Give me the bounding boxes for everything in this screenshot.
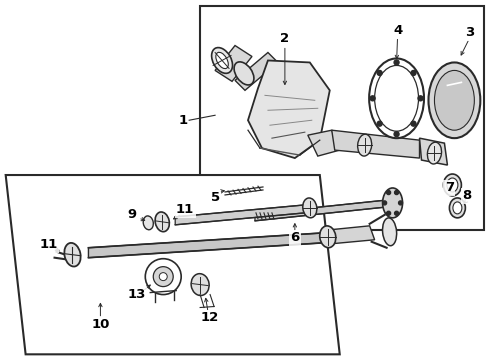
Ellipse shape — [212, 48, 233, 73]
Ellipse shape — [435, 71, 474, 130]
Ellipse shape — [64, 243, 81, 266]
Text: 13: 13 — [127, 288, 146, 301]
Circle shape — [145, 259, 181, 294]
Polygon shape — [6, 175, 340, 354]
Polygon shape — [419, 138, 447, 165]
Text: 4: 4 — [393, 24, 402, 37]
Circle shape — [370, 96, 375, 101]
Circle shape — [394, 132, 399, 137]
Ellipse shape — [216, 52, 228, 69]
Ellipse shape — [383, 188, 403, 218]
Text: 12: 12 — [201, 311, 219, 324]
Circle shape — [394, 211, 398, 215]
Ellipse shape — [155, 212, 170, 232]
Ellipse shape — [453, 202, 462, 214]
Text: 11: 11 — [39, 238, 58, 251]
Text: 3: 3 — [465, 26, 474, 39]
Ellipse shape — [375, 66, 418, 131]
Polygon shape — [330, 226, 375, 244]
Text: 8: 8 — [463, 189, 472, 202]
Text: 5: 5 — [211, 192, 220, 204]
Circle shape — [377, 71, 382, 76]
Text: 11: 11 — [176, 203, 195, 216]
Ellipse shape — [234, 62, 254, 85]
Text: 6: 6 — [290, 231, 299, 244]
Circle shape — [387, 211, 391, 215]
Text: 1: 1 — [179, 114, 188, 127]
Ellipse shape — [449, 198, 466, 218]
Ellipse shape — [319, 226, 336, 248]
Circle shape — [411, 121, 416, 126]
Polygon shape — [215, 45, 252, 81]
Circle shape — [153, 267, 173, 287]
Ellipse shape — [428, 62, 480, 138]
Polygon shape — [332, 130, 419, 158]
Text: 7: 7 — [445, 181, 454, 194]
Circle shape — [383, 201, 387, 205]
Circle shape — [394, 190, 398, 194]
Circle shape — [159, 273, 167, 280]
Polygon shape — [235, 53, 278, 90]
Text: 10: 10 — [91, 318, 110, 331]
Polygon shape — [175, 205, 305, 225]
Ellipse shape — [447, 178, 458, 192]
Text: 9: 9 — [128, 208, 137, 221]
Ellipse shape — [427, 142, 441, 164]
Circle shape — [411, 71, 416, 76]
Ellipse shape — [143, 216, 153, 230]
Circle shape — [394, 60, 399, 65]
Ellipse shape — [191, 274, 209, 296]
Polygon shape — [89, 233, 325, 258]
Text: 2: 2 — [280, 32, 290, 45]
Ellipse shape — [369, 58, 424, 138]
Circle shape — [377, 121, 382, 126]
Ellipse shape — [383, 218, 396, 246]
Polygon shape — [248, 60, 330, 158]
Bar — [200, 6, 484, 230]
Ellipse shape — [303, 198, 317, 218]
Ellipse shape — [358, 134, 372, 156]
Ellipse shape — [443, 174, 462, 196]
Polygon shape — [255, 200, 388, 221]
Circle shape — [418, 96, 423, 101]
Circle shape — [398, 201, 403, 205]
Polygon shape — [308, 130, 340, 156]
Circle shape — [387, 190, 391, 194]
